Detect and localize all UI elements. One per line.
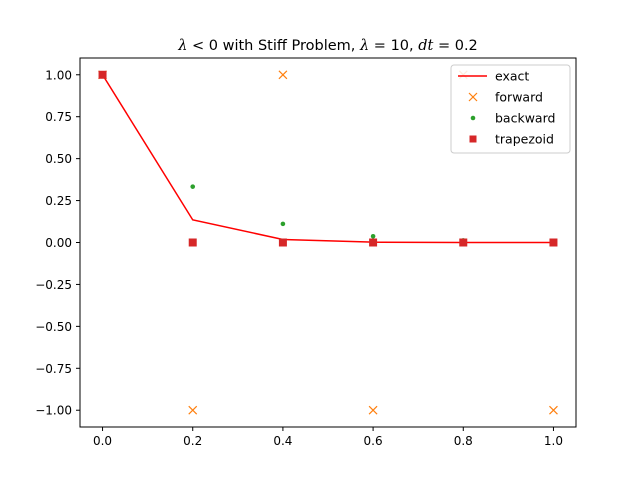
legend-item-exact: exact [458,69,529,84]
y-tick-label: 0.75 [45,110,72,124]
data-point-square [469,135,477,143]
x-tick-label: 0.2 [183,434,202,448]
data-point-square [188,238,197,247]
chart-title: λ < 0 with Stiff Problem, λ = 10, dt = 0… [177,38,478,54]
data-point-dot [470,115,476,121]
x-tick-label: 1.0 [544,434,563,448]
data-point-square [549,238,558,247]
data-point-square [98,70,107,79]
title-math-part: λ [359,38,369,54]
x-tick-label: 0.4 [273,434,292,448]
x-tick-label: 0.8 [454,434,473,448]
legend: exact forward backward trapezoid [450,64,571,154]
x-tick-label: 0.0 [93,434,112,448]
y-tick-label: 0.00 [45,236,72,250]
data-point-dot [280,221,286,227]
data-point-x [188,405,198,415]
series-trapezoid [98,70,558,247]
legend-label: backward [495,111,555,126]
y-tick-label: 1.00 [45,68,72,82]
legend-box [450,64,571,154]
series-exact [101,74,554,244]
data-point-dot [190,184,196,189]
y-tick-label: −0.75 [35,362,72,376]
y-tick-label: 0.25 [45,194,72,208]
title-math-part: λ [177,38,187,54]
data-point-x [549,405,558,415]
y-tick-label: −0.50 [35,320,72,334]
data-point-square [278,238,287,247]
title-text-part: = 10, [369,38,418,54]
legend-item-trapezoid: trapezoid [469,132,554,147]
legend-label: forward [495,90,543,105]
y-tick-label: 0.50 [45,152,72,166]
title-text-part: < 0 with Stiff Problem, [187,38,360,54]
legend-item-backward: backward [470,111,555,126]
series-line [101,74,554,244]
x-axis: 0.0 0.2 0.4 0.6 0.8 1.0 [93,427,563,448]
legend-label: exact [495,69,529,84]
data-point-x [368,405,378,415]
y-axis: 1.00 0.75 0.50 0.25 0.00 −0.25 −0.50 −0.75 −1.00 [35,68,80,418]
legend-item-forward: forward [468,90,543,105]
legend-label: trapezoid [495,132,554,147]
data-point-dot [370,233,376,239]
data-point-x [468,92,478,102]
series-layer [98,70,558,415]
title-math-part: dt [418,38,433,54]
data-point-square [369,238,378,247]
data-point-square [459,238,468,247]
x-tick-label: 0.6 [364,434,383,448]
y-tick-label: −1.00 [35,404,72,418]
data-point-x [278,70,288,80]
y-tick-label: −0.25 [35,278,72,292]
title-text-part: = 0.2 [433,38,477,54]
